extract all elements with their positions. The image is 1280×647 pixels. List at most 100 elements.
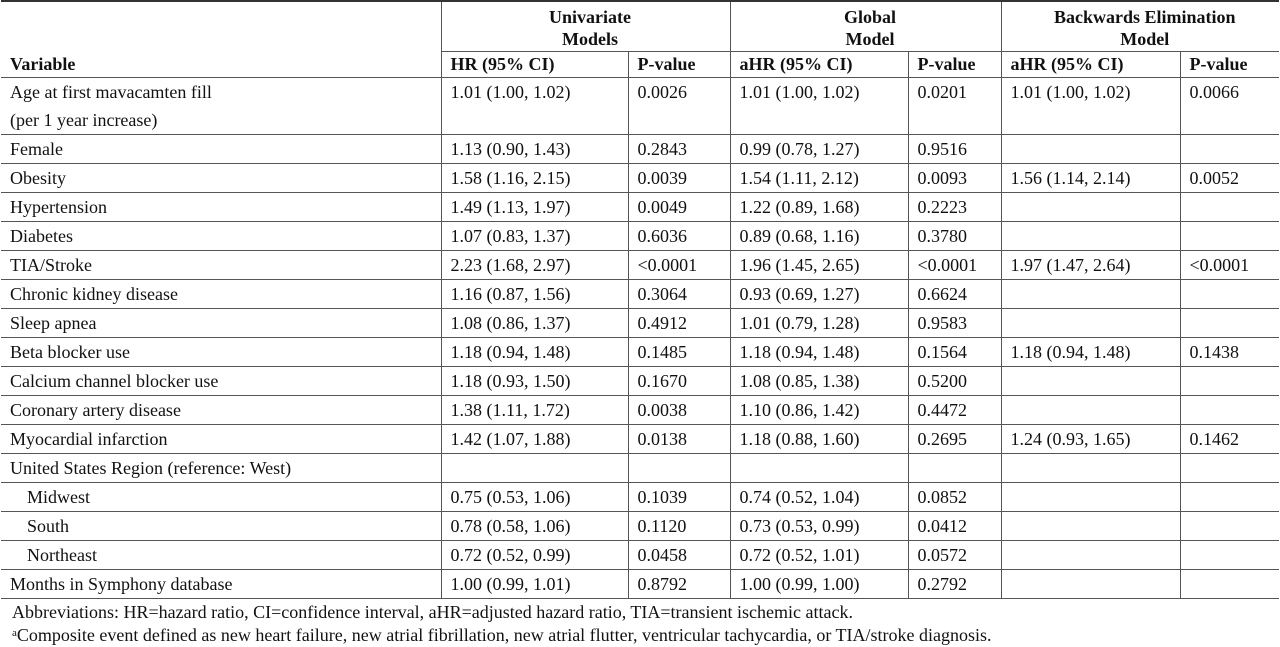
be-p-cell: 0.1462 xyxy=(1179,424,1280,454)
global-ahr-cell: 1.10 (0.86, 1.42) xyxy=(729,395,909,425)
column-header-be-p: P-value xyxy=(1179,51,1280,78)
univariate-p-cell: 0.0039 xyxy=(627,163,731,193)
univariate-hr-cell: 1.49 (1.13, 1.97) xyxy=(440,192,628,222)
table-row: Chronic kidney disease 1.16 (0.87, 1.56) 0… xyxy=(1,279,1280,309)
column-header-global-p: P-value xyxy=(907,51,1002,78)
variable-cell: Calcium channel blocker use xyxy=(1,366,441,396)
be-ahr-cell: 1.56 (1.14, 2.14) xyxy=(1000,163,1181,193)
variable-label: Diabetes xyxy=(10,226,73,246)
global-p-cell: 0.9516 xyxy=(907,134,1002,164)
be-ahr-cell xyxy=(1000,453,1181,483)
univariate-hr-cell: 1.38 (1.11, 1.72) xyxy=(440,395,628,425)
be-ahr-cell: 1.01 (1.00, 1.02) xyxy=(1000,77,1181,135)
global-ahr-cell: 1.00 (0.99, 1.00) xyxy=(729,569,909,599)
global-p-cell: 0.6624 xyxy=(907,279,1002,309)
variable-label: South xyxy=(27,516,70,536)
be-ahr-cell xyxy=(1000,540,1181,570)
global-ahr-cell: 1.22 (0.89, 1.68) xyxy=(729,192,909,222)
column-header-uni-p: P-value xyxy=(627,51,731,78)
be-p-cell xyxy=(1179,221,1280,251)
variable-cell: Midwest xyxy=(1,482,441,512)
variable-label: Beta blocker use xyxy=(10,342,130,362)
global-ahr-cell: 1.01 (1.00, 1.02) xyxy=(729,77,909,135)
univariate-hr-cell: 1.08 (0.86, 1.37) xyxy=(440,308,628,338)
composite-event-footnote: aComposite event defined as new heart fa… xyxy=(12,624,1279,647)
be-ahr-cell xyxy=(1000,221,1181,251)
univariate-p-cell xyxy=(627,453,731,483)
variable-label: Calcium channel blocker use xyxy=(10,371,219,391)
table-footnotes: Abbreviations: HR=hazard ratio, CI=confi… xyxy=(1,599,1279,647)
global-ahr-cell: 0.73 (0.53, 0.99) xyxy=(729,511,909,541)
header-backwards-elimination-model: Backwards Elimination Model xyxy=(1000,0,1280,52)
univariate-hr-cell: 0.75 (0.53, 1.06) xyxy=(440,482,628,512)
univariate-p-cell: 0.6036 xyxy=(627,221,731,251)
variable-cell: Chronic kidney disease xyxy=(1,279,441,309)
header-univariate-models: Univariate Models xyxy=(440,0,731,52)
hazard-ratio-table: Univariate Models Global Model Backwards E… xyxy=(1,0,1280,599)
column-header-global-ahr: aHR (95% CI) xyxy=(729,51,909,78)
variable-label: Female xyxy=(10,139,63,159)
variable-label: Midwest xyxy=(27,487,90,507)
be-p-cell xyxy=(1179,511,1280,541)
global-p-cell: 0.1564 xyxy=(907,337,1002,367)
variable-label: TIA/Stroke xyxy=(10,255,92,275)
be-p-cell: <0.0001 xyxy=(1179,250,1280,280)
table-row: Calcium channel blocker use 1.18 (0.93, 1… xyxy=(1,366,1280,396)
univariate-hr-cell: 1.18 (0.93, 1.50) xyxy=(440,366,628,396)
column-header-be-ahr: aHR (95% CI) xyxy=(1000,51,1181,78)
be-ahr-cell xyxy=(1000,511,1181,541)
global-p-cell: 0.2792 xyxy=(907,569,1002,599)
variable-label: Age at first mavacamten fill xyxy=(10,82,212,102)
univariate-hr-cell: 1.16 (0.87, 1.56) xyxy=(440,279,628,309)
global-p-cell: <0.0001 xyxy=(907,250,1002,280)
table-row: Months in Symphony database 1.00 (0.99, 1… xyxy=(1,569,1280,599)
table-body: Age at first mavacamten fill (per 1 year … xyxy=(1,77,1280,599)
global-p-cell xyxy=(907,453,1002,483)
global-p-cell: 0.0201 xyxy=(907,77,1002,135)
abbreviations-footnote: Abbreviations: HR=hazard ratio, CI=confi… xyxy=(12,602,853,622)
table-row: Coronary artery disease 1.38 (1.11, 1.72)… xyxy=(1,395,1280,425)
univariate-p-cell: 0.0038 xyxy=(627,395,731,425)
global-p-cell: 0.0093 xyxy=(907,163,1002,193)
univariate-p-cell: 0.1120 xyxy=(627,511,731,541)
univariate-hr-cell: 1.01 (1.00, 1.02) xyxy=(440,77,628,135)
univariate-p-cell: <0.0001 xyxy=(627,250,731,280)
univariate-p-cell: 0.2843 xyxy=(627,134,731,164)
be-p-cell xyxy=(1179,134,1280,164)
variable-label-continued: (per 1 year increase) xyxy=(10,110,158,130)
be-p-cell: 0.1438 xyxy=(1179,337,1280,367)
be-ahr-cell xyxy=(1000,569,1181,599)
table-row: Midwest 0.75 (0.53, 1.06) 0.1039 0.74 (0.52… xyxy=(1,482,1280,512)
univariate-p-cell: 0.8792 xyxy=(627,569,731,599)
univariate-hr-cell: 0.78 (0.58, 1.06) xyxy=(440,511,628,541)
variable-cell: Beta blocker use xyxy=(1,337,441,367)
table-row: Obesity 1.58 (1.16, 2.15) 0.0039 1.54 (1.11… xyxy=(1,163,1280,193)
univariate-hr-cell xyxy=(440,453,628,483)
variable-cell: Myocardial infarction xyxy=(1,424,441,454)
table-row: Sleep apnea 1.08 (0.86, 1.37) 0.4912 1.01 (… xyxy=(1,308,1280,338)
univariate-hr-cell: 0.72 (0.52, 0.99) xyxy=(440,540,628,570)
be-p-cell xyxy=(1179,453,1280,483)
variable-label: Months in Symphony database xyxy=(10,574,233,594)
univariate-p-cell: 0.1485 xyxy=(627,337,731,367)
be-ahr-cell: 1.24 (0.93, 1.65) xyxy=(1000,424,1181,454)
table-row: Age at first mavacamten fill (per 1 year … xyxy=(1,77,1280,135)
be-p-cell xyxy=(1179,308,1280,338)
univariate-p-cell: 0.4912 xyxy=(627,308,731,338)
variable-label: Coronary artery disease xyxy=(10,400,181,420)
be-p-cell: 0.0052 xyxy=(1179,163,1280,193)
be-ahr-cell xyxy=(1000,366,1181,396)
univariate-p-cell: 0.1039 xyxy=(627,482,731,512)
column-header-row: Variable HR (95% CI) P-value aHR (95% CI… xyxy=(1,51,1280,78)
global-ahr-cell: 1.18 (0.88, 1.60) xyxy=(729,424,909,454)
be-ahr-cell xyxy=(1000,308,1181,338)
global-p-cell: 0.0412 xyxy=(907,511,1002,541)
variable-cell: Hypertension xyxy=(1,192,441,222)
column-header-variable: Variable xyxy=(10,53,76,74)
global-p-cell: 0.0852 xyxy=(907,482,1002,512)
table-row: United States Region (reference: West) xyxy=(1,453,1280,483)
global-ahr-cell: 0.72 (0.52, 1.01) xyxy=(729,540,909,570)
global-p-cell: 0.2695 xyxy=(907,424,1002,454)
variable-cell: Age at first mavacamten fill (per 1 year … xyxy=(1,77,441,135)
variable-cell: Months in Symphony database xyxy=(1,569,441,599)
